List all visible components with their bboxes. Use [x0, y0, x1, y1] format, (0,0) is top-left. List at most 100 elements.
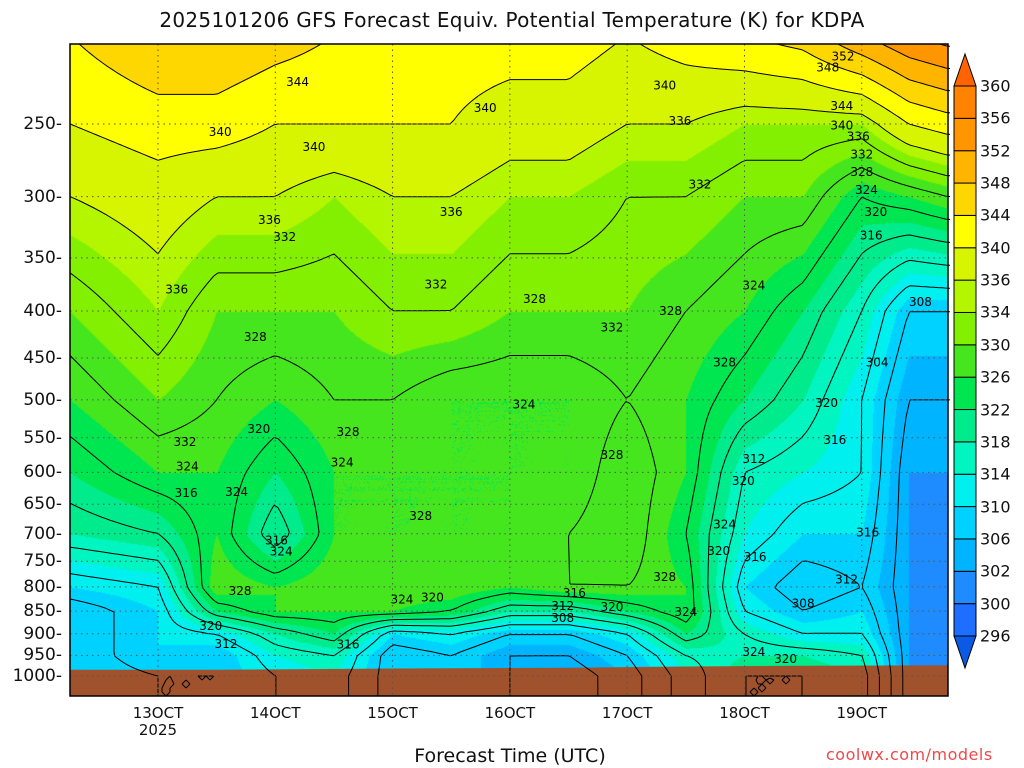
y-tick-label: 400- — [23, 301, 62, 322]
y-tick-label: 300- — [23, 186, 62, 207]
colorbar-box — [953, 150, 977, 184]
contour-label: 328 — [244, 330, 267, 344]
y-tick-label: 850- — [23, 601, 62, 622]
contour-label: 332 — [688, 177, 711, 191]
y-tick-label: 650- — [23, 494, 62, 515]
contour-344 — [78, 43, 951, 114]
contour-label: 324 — [331, 455, 354, 469]
colorbar-label: 300 — [980, 594, 1011, 614]
contour-label: 316 — [563, 586, 586, 600]
contour-label: 312 — [551, 599, 574, 613]
chart-title: 2025101206 GFS Forecast Equiv. Potential… — [159, 8, 865, 32]
colorbar-under-arrow — [953, 635, 977, 670]
credit-link[interactable]: coolwx.com/models — [826, 745, 993, 764]
contour-label: 328 — [229, 584, 252, 598]
y-tick-label: 950- — [23, 645, 62, 666]
contour-label: 328 — [337, 425, 360, 439]
contour-label: 324 — [176, 459, 199, 473]
x-tick-label: 18OCT — [719, 704, 770, 722]
contour-label: 316 — [860, 229, 883, 243]
y-tick-label: 250- — [23, 114, 62, 134]
contour-label: 320 — [774, 652, 797, 666]
contour-label: 320 — [600, 600, 623, 614]
colorbar-box — [953, 311, 977, 346]
contour-label: 320 — [421, 591, 444, 605]
contour-label: 340 — [303, 140, 326, 154]
contour-label: 340 — [209, 125, 232, 139]
contour-label: 328 — [600, 448, 623, 462]
colorbar-label: 330 — [980, 335, 1011, 355]
colorbar-box — [953, 85, 977, 119]
contour-label: 312 — [215, 637, 238, 651]
colorbar-label: 310 — [980, 497, 1011, 517]
contour-label: 336 — [847, 130, 870, 144]
contour-label: 324 — [270, 545, 293, 559]
colorbar-label: 344 — [980, 205, 1011, 225]
contour-label: 320 — [732, 474, 755, 488]
colorbar-label: 360 — [980, 76, 1011, 96]
x-tick-label: 17OCT — [601, 704, 653, 722]
contour-label: 312 — [835, 572, 858, 586]
contour-label: 324 — [391, 593, 414, 607]
contour-label: 332 — [850, 148, 873, 162]
contour-label: 324 — [713, 518, 736, 532]
colorbar-box — [953, 214, 977, 249]
colorbar-box — [953, 279, 977, 313]
colorbar-box — [953, 344, 977, 378]
contour-label: 344 — [286, 75, 309, 89]
colorbar-box — [953, 409, 977, 443]
colorbar-over-arrow — [953, 52, 977, 87]
ground-fill — [70, 665, 948, 696]
colorbar-box — [953, 603, 977, 637]
colorbar-label: 302 — [980, 561, 1011, 581]
contour-label: 336 — [440, 205, 463, 219]
contour-label: 348 — [816, 61, 839, 75]
contour-label: 324 — [742, 645, 765, 659]
contour-label: 324 — [225, 485, 248, 499]
x-tick-label: 19OCT — [836, 704, 888, 722]
contour-label: 316 — [823, 433, 846, 447]
contour-label: 328 — [850, 165, 873, 179]
colorbar-label: 340 — [980, 238, 1011, 258]
colorbar-label: 356 — [980, 108, 1011, 128]
x-tick-label: 15OCT — [367, 704, 418, 722]
contour-label: 332 — [600, 321, 623, 335]
contour-label: 320 — [864, 205, 887, 219]
contour-label: 316 — [265, 534, 288, 548]
y-tick-label: 450- — [23, 347, 62, 368]
contour-labels: 3443403403403403363523483443403363323283… — [165, 49, 932, 666]
x-tick-sublabel: 2025 — [138, 721, 178, 739]
contour-label: 308 — [909, 295, 932, 309]
contour-label: 304 — [866, 355, 889, 369]
contour-label: 352 — [832, 49, 855, 63]
contour-label: 316 — [337, 638, 360, 652]
contour-label: 332 — [273, 230, 296, 244]
contour-348 — [837, 43, 951, 92]
y-tick-label: 750- — [23, 551, 62, 572]
colorbar-label: 306 — [980, 529, 1011, 549]
x-tick-label: 14OCT — [250, 704, 301, 722]
contour-label: 320 — [247, 422, 270, 436]
contour-label: 316 — [856, 526, 879, 540]
contour-label: 328 — [523, 292, 546, 306]
colorbar-label: 318 — [980, 432, 1011, 452]
colorbar-box — [953, 247, 977, 281]
colorbar-label: 352 — [980, 141, 1011, 161]
contour-332 — [69, 138, 951, 356]
colorbar-label: 296 — [980, 626, 1011, 646]
colorbar — [953, 52, 977, 670]
contour-label: 328 — [653, 570, 676, 584]
colorbar-box — [953, 441, 977, 475]
y-tick-label: 600- — [23, 462, 62, 483]
contour-label: 324 — [512, 398, 535, 412]
colorbar-label: 336 — [980, 270, 1011, 290]
contour-336 — [69, 105, 951, 255]
contour-label: 324 — [742, 278, 765, 292]
y-tick-label: 800- — [23, 576, 62, 597]
x-axis-label: Forecast Time (UTC) — [414, 745, 606, 767]
colorbar-box — [953, 376, 977, 411]
plot-frame — [69, 43, 949, 697]
ground-area — [70, 665, 948, 696]
contour-label: 332 — [174, 435, 197, 449]
y-tick-label: 700- — [23, 523, 62, 544]
